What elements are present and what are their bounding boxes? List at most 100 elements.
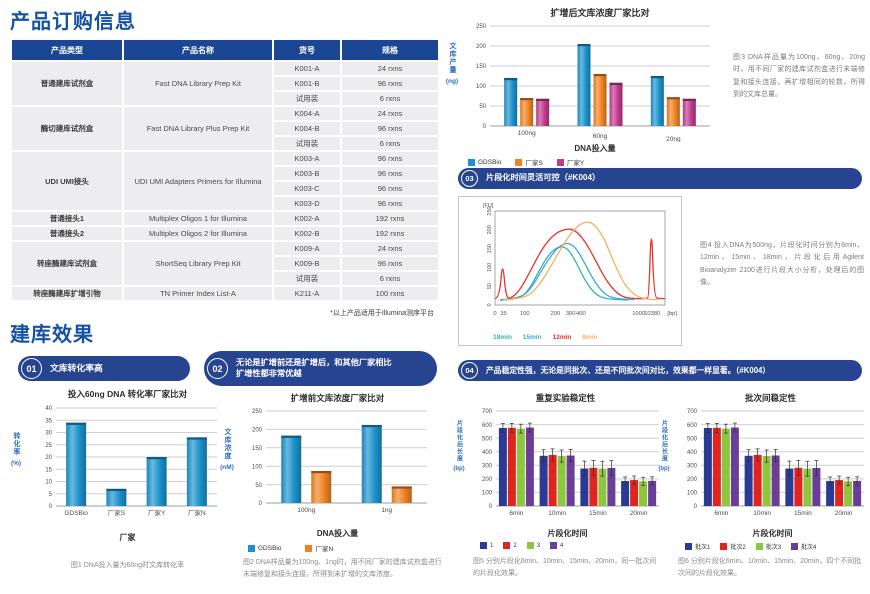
legend-item: 批次1	[685, 542, 710, 551]
col-header-name: 产品名称	[124, 40, 272, 60]
spec-cell: 96 rxns	[342, 257, 438, 270]
svg-text:600: 600	[687, 423, 698, 429]
legend-item: 厂家S	[515, 157, 543, 167]
table-row: 普通建库试剂盒 Fast DNA Library Prep Kit K001-A 24…	[12, 62, 438, 105]
catalog-code-cell: K009-A	[274, 242, 340, 255]
fig3-title: 扩增后文库浓度厂家比对	[550, 8, 650, 18]
svg-text:150: 150	[487, 244, 493, 253]
svg-text:10380: 10380	[644, 311, 660, 317]
legend-item: 批次3	[755, 542, 781, 551]
catalog-code-cell: K003-D	[274, 197, 340, 210]
legend-item: 批次4	[791, 542, 816, 551]
catalog-code-cell: K003-A	[274, 152, 340, 165]
fig5-y-axis-label: 片段化后长度 (bp)	[453, 420, 465, 472]
section-01-banner: 01 文库转化率高	[18, 356, 190, 381]
table-row: K004-B 96 rxns	[12, 122, 438, 135]
table-row: 转座酶建库试剂盒 ShortSeq Library Prep Kit K009-A 2…	[12, 242, 438, 285]
table-row: K003-D 96 rxns	[12, 197, 438, 210]
table-row: 试用装 6 rxns	[12, 137, 438, 150]
legend-item: 18min	[493, 334, 512, 341]
product-type-cell: 普通接头2	[12, 227, 122, 240]
svg-text:6min: 6min	[509, 510, 523, 517]
svg-text:GDSBio: GDSBio	[64, 510, 88, 517]
fig6-svg: 0 100 200 300 400 500 600 700 6min 10min 15min 20mi…	[687, 409, 864, 517]
fig2-legend: GDSBio 厂家N	[248, 543, 333, 553]
legend-item: 15min	[522, 334, 542, 341]
fig6-y-axis-label: 片段化后长度 (bp)	[658, 420, 670, 472]
product-type-cell: 转座酶建库试剂盒	[12, 242, 122, 285]
legend-item: 2	[503, 542, 517, 549]
svg-text:20min: 20min	[835, 510, 853, 517]
section-01-title: 文库转化率高	[50, 363, 103, 373]
legend-item: 4	[550, 542, 563, 549]
fig1-caption: 图1 DNA投入量为60ng时文库转化率	[70, 562, 185, 569]
svg-text:15min: 15min	[794, 510, 812, 517]
catalog-code-cell: K003-B	[274, 167, 340, 180]
fig4-bioanalyzer-box: [FU] 0 50 100 150 200 250 0 35 100 200 300 400 1000 1…	[458, 196, 682, 346]
fig1-x-axis-label: 厂家	[119, 533, 136, 542]
section-02-number: 02	[207, 358, 228, 379]
fig3-svg: 0 50 100 150 200 250 100ng 60ng 20ng	[476, 24, 710, 142]
svg-text:10: 10	[45, 480, 52, 486]
fig4-svg: 0 50 100 150 200 250 0 35 100 200 300 400 1000 10380 […	[487, 206, 677, 317]
table-footnote: *以上产品适用于Illumina测序平台	[330, 310, 434, 317]
svg-text:200: 200	[687, 477, 698, 483]
svg-text:100: 100	[252, 464, 263, 470]
section-02-banner: 02 无论是扩增前还是扩增后，和其他厂家相比 扩增性都非常优越	[204, 351, 437, 386]
svg-text:1000: 1000	[632, 311, 645, 317]
svg-text:100: 100	[476, 84, 487, 90]
svg-text:300: 300	[482, 463, 493, 469]
svg-text:100ng: 100ng	[297, 507, 315, 514]
fig3-y-axis-label: 文库产量 (ng)	[445, 42, 459, 85]
col-header-spec: 规格	[342, 40, 438, 60]
catalog-code-cell: 试用装	[274, 137, 340, 150]
svg-text:5: 5	[49, 492, 53, 498]
svg-text:600: 600	[482, 423, 493, 429]
svg-text:0: 0	[694, 504, 698, 510]
svg-text:15: 15	[45, 467, 52, 473]
catalog-code-cell: K003-C	[274, 182, 340, 195]
svg-text:200: 200	[487, 225, 493, 234]
section-03-number: 03	[461, 170, 478, 187]
ordering-title: 产品订购信息	[10, 11, 136, 33]
fig4-line-chart: 0 50 100 150 200 250 0 35 100 200 300 400 1000 10380[…	[459, 197, 681, 345]
col-header-type: 产品类型	[12, 40, 122, 60]
fig4-caption: 图4 投入DNA为500ng，片段化时间分别为8min、12min、15min、…	[700, 242, 864, 286]
fig3-legend: GDSBio 厂家S 厂家Y	[468, 157, 584, 167]
svg-text:0: 0	[49, 504, 53, 510]
catalog-code-cell: K002-A	[274, 212, 340, 225]
catalog-code-cell: K009-B	[274, 257, 340, 270]
product-name-cell: Fast DNA Library Prep Kit	[124, 62, 272, 105]
spec-cell: 96 rxns	[342, 167, 438, 180]
spec-cell: 100 rxns	[342, 287, 438, 300]
table-row: K001-B 96 rxns	[12, 77, 438, 90]
spec-cell: 24 rxns	[342, 107, 438, 120]
svg-text:100: 100	[487, 263, 493, 272]
catalog-code-cell: K004-B	[274, 122, 340, 135]
catalog-code-cell: 试用装	[274, 272, 340, 285]
svg-text:20min: 20min	[630, 510, 648, 517]
svg-text:厂家Y: 厂家Y	[148, 508, 166, 517]
svg-text:35: 35	[45, 418, 52, 424]
fig3-caption: 图3 DNA样品量为100ng、60ng、20ng时，用不同厂家的建库试剂盒进行…	[733, 54, 865, 98]
section-04-number: 04	[461, 362, 478, 379]
legend-item: 12min	[552, 334, 572, 341]
svg-text:100: 100	[520, 311, 530, 317]
svg-text:300: 300	[687, 463, 698, 469]
svg-text:0: 0	[489, 504, 493, 510]
fig2-bar-chart: 0 50 100 150 200 250 100ng 1ng	[240, 405, 435, 517]
svg-text:200: 200	[476, 44, 487, 50]
svg-text:100: 100	[482, 491, 493, 497]
svg-text:25: 25	[45, 443, 52, 449]
spec-cell: 96 rxns	[342, 77, 438, 90]
svg-text:200: 200	[551, 311, 561, 317]
svg-text:20ng: 20ng	[666, 136, 681, 142]
svg-text:200: 200	[482, 477, 493, 483]
fig6-title: 批次间稳定性	[744, 393, 796, 403]
section-03-banner: 03 片段化时间灵活可控（#K004）	[458, 168, 862, 189]
fig2-svg: 0 50 100 150 200 250 100ng 1ng	[252, 409, 427, 514]
table-row: K003-C 96 rxns	[12, 182, 438, 195]
product-name-cell: ShortSeq Library Prep Kit	[124, 242, 272, 285]
table-row: 试用装 6 rxns	[12, 92, 438, 105]
